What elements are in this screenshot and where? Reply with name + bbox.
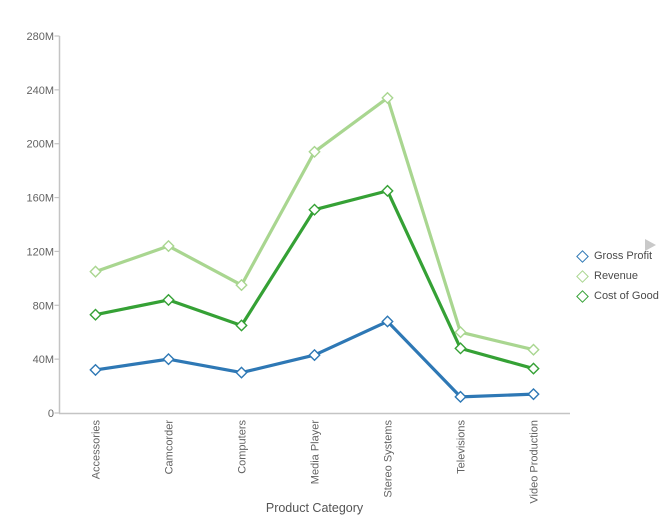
series-line-revenue <box>93 96 536 352</box>
data-point-gross-profit-stereo-systems[interactable] <box>381 315 394 328</box>
data-point-revenue-accessories[interactable] <box>89 265 102 278</box>
data-point-cost-of-goods-video-production[interactable] <box>527 362 540 375</box>
x-axis-category-label: Computers <box>237 420 249 474</box>
y-axis-tick-label: 240M <box>26 85 54 97</box>
legend-item-label: Gross Profit <box>594 250 653 262</box>
data-point-cost-of-goods-accessories[interactable] <box>89 308 102 321</box>
series-line-cost-of-goods <box>93 189 536 371</box>
data-point-cost-of-goods-camcorder[interactable] <box>162 293 175 307</box>
data-point-cost-of-goods-computers[interactable] <box>235 319 248 332</box>
x-axis-category-label: Stereo Systems <box>383 420 395 498</box>
x-axis-category-label: Video Production <box>529 420 541 504</box>
legend-scroll-right-icon[interactable] <box>645 239 656 251</box>
legend-item-label: Cost of Goods <box>594 290 659 302</box>
y-axis-tick-label: 280M <box>26 31 54 43</box>
legend-item-label: Revenue <box>594 270 639 282</box>
data-point-gross-profit-computers[interactable] <box>235 366 248 379</box>
data-point-gross-profit-media-player[interactable] <box>308 348 321 362</box>
data-point-gross-profit-accessories[interactable] <box>89 363 102 377</box>
data-point-revenue-stereo-systems[interactable] <box>381 91 394 105</box>
y-axis-tick-label: 40M <box>33 354 54 366</box>
data-point-gross-profit-camcorder[interactable] <box>162 352 175 366</box>
y-axis-tick-label: 200M <box>26 139 54 151</box>
y-axis-tick-label: 120M <box>26 246 54 258</box>
data-point-revenue-televisions[interactable] <box>454 326 467 339</box>
data-point-cost-of-goods-televisions[interactable] <box>454 342 467 355</box>
data-point-revenue-video-production[interactable] <box>527 343 540 356</box>
data-point-cost-of-goods-media-player[interactable] <box>308 203 321 216</box>
x-axis-category-label: Media Player <box>310 420 322 485</box>
y-axis-tick-label: 0 <box>48 408 54 420</box>
data-point-revenue-camcorder[interactable] <box>162 239 175 253</box>
y-axis-tick-label: 160M <box>26 193 54 205</box>
legend-revenue-diamond-icon <box>576 269 589 283</box>
legend-item-revenue[interactable]: Revenue <box>576 269 659 283</box>
x-axis-category-label: Televisions <box>456 420 468 474</box>
y-axis-tick-label: 80M <box>33 300 54 312</box>
legend-item-gross-profit[interactable]: Gross Profit <box>576 249 659 263</box>
legend-item-cost-of-goods[interactable]: Cost of Goods <box>576 289 659 303</box>
data-point-gross-profit-televisions[interactable] <box>454 390 467 404</box>
legend-cost-of-goods-diamond-icon <box>576 289 589 303</box>
legend-gross-profit-diamond-icon <box>576 249 589 263</box>
data-point-revenue-media-player[interactable] <box>308 145 321 158</box>
x-axis-category-label: Accessories <box>91 420 103 480</box>
legend: Gross Profit Revenue Cost of Goods <box>576 249 659 303</box>
x-axis-title: Product Category <box>266 501 364 515</box>
data-point-revenue-computers[interactable] <box>235 278 248 292</box>
data-point-gross-profit-video-production[interactable] <box>527 387 540 401</box>
data-point-cost-of-goods-stereo-systems[interactable] <box>381 184 394 198</box>
x-axis-category-label: Camcorder <box>164 420 176 475</box>
